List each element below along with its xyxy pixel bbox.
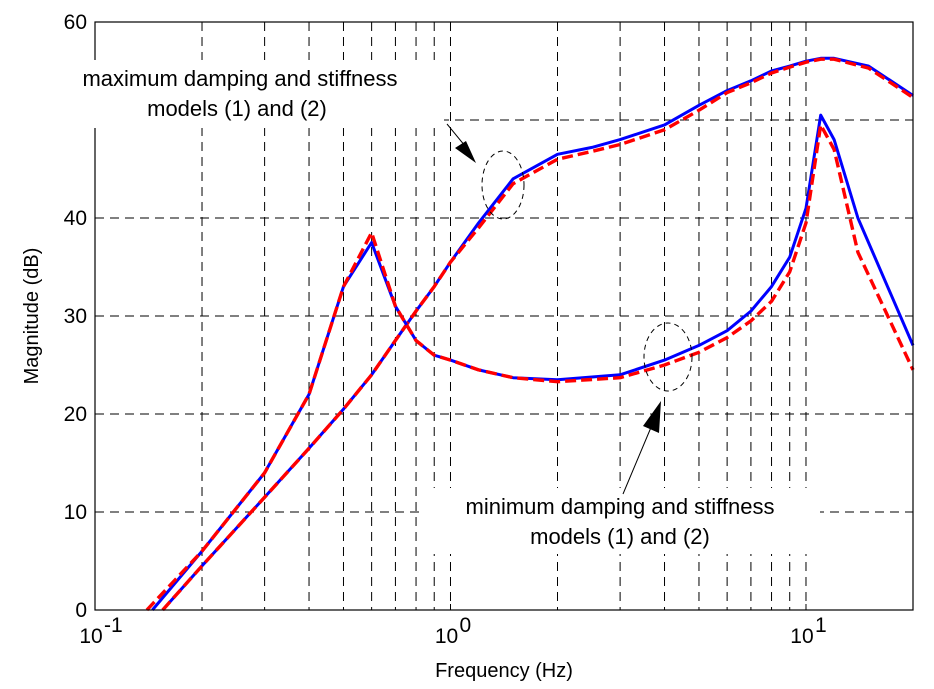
annotation-max-background	[36, 60, 444, 128]
x-tick-exponent: 0	[459, 614, 471, 637]
x-tick-label: 10	[79, 625, 102, 648]
annotation-min-line1: minimum damping and stiffness	[466, 494, 775, 519]
x-tick-label: 10	[790, 625, 813, 648]
annotation-max-line2: models (1) and (2)	[147, 96, 327, 121]
y-tick-label: 60	[64, 11, 87, 34]
annotation-max-ellipse	[481, 150, 525, 220]
annotation-max-line1: maximum damping and stiffness	[82, 66, 397, 91]
y-axis-label: Magnitude (dB)	[21, 248, 43, 385]
x-axis-label: Frequency (Hz)	[435, 660, 573, 682]
series-line-2	[161, 57, 914, 612]
annotation-max-arrowhead	[455, 141, 476, 163]
x-tick-exponent: -1	[104, 614, 123, 637]
series-layer	[145, 56, 915, 612]
y-tick-label: 0	[75, 599, 87, 622]
y-tick-label: 10	[64, 501, 87, 524]
annotation-min-line2: models (1) and (2)	[530, 524, 710, 549]
x-tick-exponent: 1	[815, 614, 827, 637]
annotation-min-arrow-line	[622, 424, 653, 495]
y-tick-label: 30	[64, 305, 87, 328]
annotation-min-background	[424, 488, 820, 554]
y-tick-label: 40	[64, 207, 87, 230]
series-line-4	[145, 123, 915, 612]
annotation-min-ellipse	[643, 322, 693, 392]
x-tick-label: 10	[435, 625, 458, 648]
y-tick-label: 20	[64, 403, 87, 426]
annotation-min-arrowhead	[643, 401, 661, 433]
